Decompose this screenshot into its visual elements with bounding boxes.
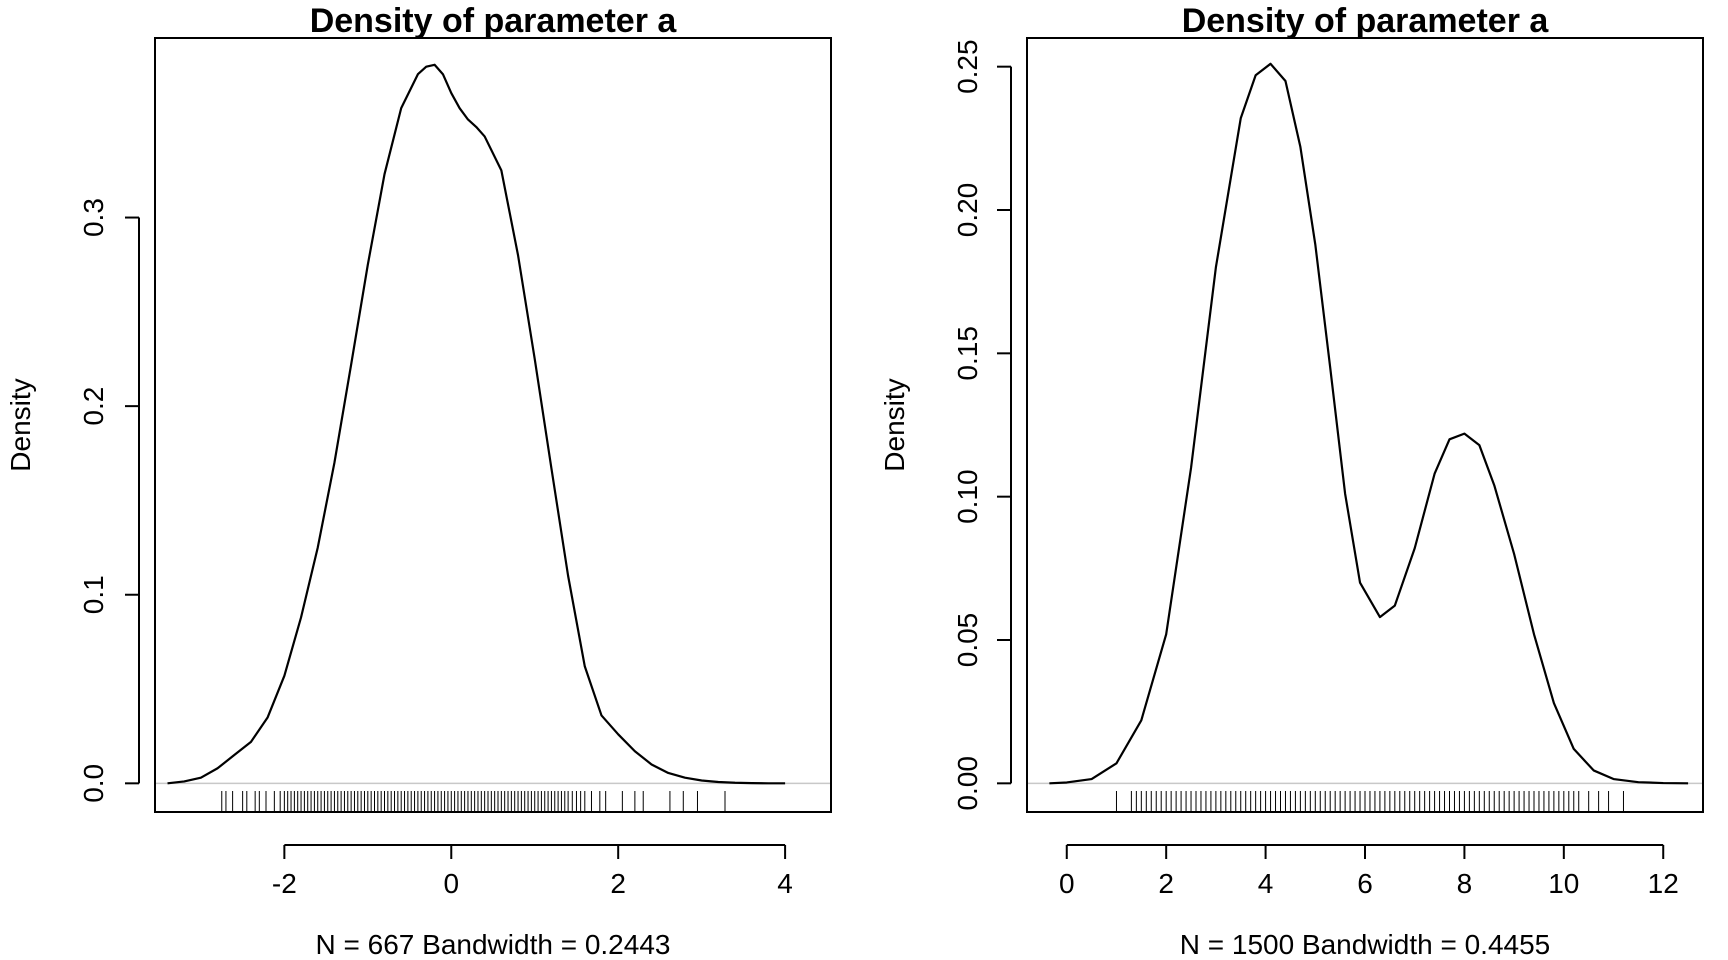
y-tick-label: 0.10 [952,469,983,523]
y-tick-label: 0.0 [78,764,109,803]
x-axis-label: N = 1500 Bandwidth = 0.4455 [1180,929,1551,960]
x-tick-label: 2 [610,868,626,899]
y-tick-label: 0.15 [952,326,983,381]
x-tick-label: 10 [1548,868,1579,899]
density-curve [167,63,786,785]
x-tick-label: 2 [1158,868,1174,899]
plot-frame [1026,37,1704,813]
y-tick-label: 0.1 [78,575,109,614]
left-density-panel: -2 0 2 4 0.0 0.1 0.2 0.3 Density of parameter a N… [5,2,832,960]
y-tick-label: 0.20 [952,183,983,238]
x-tick-label: 4 [777,868,793,899]
x-tick-label: 8 [1457,868,1473,899]
y-tick-label: 0.2 [78,387,109,426]
x-tick-label: 12 [1648,868,1679,899]
x-tick-label: 6 [1357,868,1373,899]
x-tick-label: 4 [1258,868,1274,899]
y-tick-label: 0.25 [952,39,983,94]
y-tick-label: 0.3 [78,198,109,237]
y-axis-label: Density [5,378,36,471]
y-tick-label: 0.05 [952,613,983,668]
right-density-panel: 0 2 4 6 8 10 12 0.00 0.05 0.10 0.15 0.20 0.25 Density… [879,2,1704,960]
y-axis-label: Density [879,378,910,471]
plot-frame [154,37,832,813]
x-tick-label: 0 [443,868,459,899]
chart-title: Density of parameter a [1182,2,1550,40]
y-tick-label: 0.00 [952,756,983,811]
x-axis-label: N = 667 Bandwidth = 0.2443 [316,929,671,960]
density-curve [1049,62,1689,785]
x-tick-label: 0 [1059,868,1075,899]
chart-title: Density of parameter a [310,2,678,40]
x-tick-label: -2 [272,868,297,899]
